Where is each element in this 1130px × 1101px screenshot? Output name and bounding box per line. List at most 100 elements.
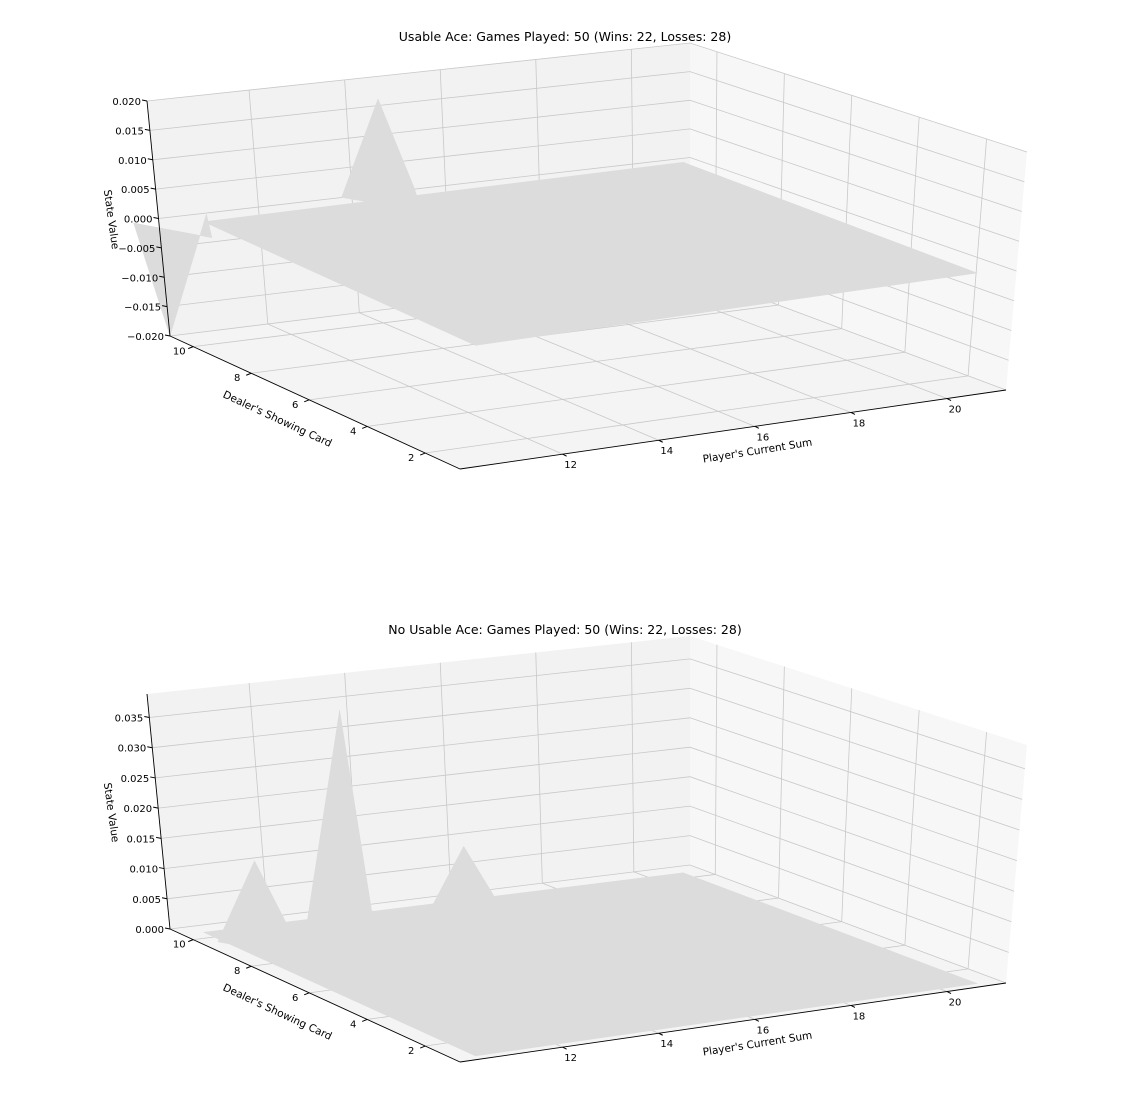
x-tick-label: 20 bbox=[949, 998, 962, 1009]
z-tick-mark bbox=[141, 99, 148, 102]
y-gridline-floor bbox=[367, 351, 905, 427]
surface-peak-1 bbox=[217, 860, 298, 957]
z-tick-mark bbox=[156, 246, 162, 249]
z-tick-mark bbox=[159, 275, 165, 278]
x-tick-mark bbox=[754, 1018, 760, 1022]
z-tick-mark bbox=[162, 305, 168, 308]
x-tick-label: 14 bbox=[660, 446, 673, 457]
z-tick-label: 0.000 bbox=[135, 925, 164, 936]
y-tick-mark bbox=[188, 939, 194, 943]
z-tick-mark bbox=[158, 867, 165, 870]
y-tick-mark bbox=[420, 452, 426, 456]
z-gridline bbox=[149, 71, 1025, 183]
z-gridline bbox=[158, 157, 1017, 272]
y-tick-mark bbox=[362, 1018, 368, 1022]
z-tick-mark bbox=[144, 716, 150, 718]
x-axis-line bbox=[459, 982, 1007, 1063]
x-tick-label: 20 bbox=[949, 405, 962, 416]
x-tick-mark bbox=[658, 1032, 663, 1036]
y-tick-mark bbox=[362, 425, 368, 429]
x-tick-mark bbox=[946, 991, 952, 994]
chart-title: No Usable Ace: Games Played: 50 (Wins: 2… bbox=[388, 622, 741, 637]
z-tick-mark bbox=[164, 927, 171, 930]
x-axis-line bbox=[459, 389, 1007, 470]
x-tick-label: 14 bbox=[660, 1039, 673, 1050]
x-gridline-wall bbox=[630, 642, 635, 872]
x-tick-label: 16 bbox=[756, 1025, 769, 1036]
z-tick-mark bbox=[156, 836, 162, 839]
z-tick-mark bbox=[150, 187, 156, 190]
z-tick-mark bbox=[144, 128, 150, 131]
y-tick-mark bbox=[304, 992, 310, 996]
x-tick-label: 12 bbox=[564, 460, 577, 471]
y-tick-mark bbox=[246, 965, 252, 969]
y-tick-label: 8 bbox=[234, 373, 240, 384]
z-tick-label: −0.020 bbox=[127, 332, 164, 343]
x-tick-label: 18 bbox=[853, 418, 866, 429]
y-tick-mark bbox=[420, 1045, 426, 1049]
x-tick-mark bbox=[946, 398, 952, 401]
surface-peak-2 bbox=[302, 710, 383, 965]
y-gridline-wall bbox=[904, 710, 920, 946]
z-tick-label: 0.035 bbox=[115, 714, 144, 725]
z-tick-mark bbox=[161, 897, 168, 900]
y-axis-line bbox=[169, 928, 461, 1063]
y-gridline-wall bbox=[841, 688, 853, 922]
z-tick-label: 0.015 bbox=[126, 834, 155, 845]
x-tick-mark bbox=[562, 453, 567, 457]
x-gridline-floor bbox=[267, 323, 563, 455]
x-tick-label: 18 bbox=[853, 1011, 866, 1022]
z-tick-mark bbox=[147, 158, 153, 161]
chart-panel-2: No Usable Ace: Games Played: 50 (Wins: 2… bbox=[101, 622, 1027, 1064]
z-tick-mark bbox=[150, 776, 156, 779]
z-axis-label: State Value bbox=[101, 782, 121, 843]
y-tick-label: 6 bbox=[292, 400, 298, 411]
z-gridline bbox=[152, 99, 1022, 212]
surface-peak-1 bbox=[133, 213, 213, 337]
y-tick-label: 2 bbox=[408, 453, 414, 464]
x-gridline-wall bbox=[439, 662, 452, 895]
z-tick-label: 0.005 bbox=[132, 895, 161, 906]
z-tick-label: −0.005 bbox=[118, 244, 155, 255]
x-gridline-wall bbox=[248, 683, 269, 917]
y-tick-label: 10 bbox=[173, 347, 186, 358]
back-left-pane bbox=[147, 636, 690, 929]
z-tick-mark bbox=[153, 217, 159, 219]
surface bbox=[202, 710, 978, 1057]
y-tick-label: 4 bbox=[350, 1019, 356, 1030]
axis-lines bbox=[146, 693, 1007, 1063]
surface-peak-2 bbox=[341, 98, 422, 212]
y-tick-label: 2 bbox=[408, 1046, 414, 1057]
z-tick-mark bbox=[153, 806, 159, 809]
z-tick-label: 0.010 bbox=[118, 156, 147, 167]
z-tick-label: 0.015 bbox=[115, 126, 144, 137]
x-tick-mark bbox=[562, 1046, 567, 1050]
z-tick-label: −0.015 bbox=[124, 303, 161, 314]
z-axis-line bbox=[146, 693, 171, 930]
surface-plane bbox=[202, 872, 978, 1057]
z-axis-label: State Value bbox=[101, 189, 121, 250]
z-gridline bbox=[155, 128, 1020, 242]
z-tick-label: −0.010 bbox=[121, 273, 158, 284]
x-tick-label: 16 bbox=[756, 432, 769, 443]
z-tick-label: 0.020 bbox=[112, 97, 141, 108]
y-tick-mark bbox=[304, 399, 310, 403]
z-tick-label: 0.025 bbox=[121, 774, 150, 785]
surface-plane bbox=[202, 162, 978, 346]
y-tick-label: 6 bbox=[292, 993, 298, 1004]
y-gridline-wall bbox=[714, 644, 718, 875]
y-gridline-wall bbox=[778, 666, 785, 899]
chart-title: Usable Ace: Games Played: 50 (Wins: 22, … bbox=[399, 29, 731, 44]
y-gridline-floor bbox=[425, 375, 969, 454]
z-tick-label: 0.010 bbox=[129, 865, 158, 876]
z-tick-label: 0.000 bbox=[124, 215, 153, 226]
chart-panel-1: Usable Ace: Games Played: 50 (Wins: 22, … bbox=[101, 29, 1028, 471]
z-tick-mark bbox=[147, 746, 153, 749]
x-tick-mark bbox=[754, 425, 760, 429]
x-tick-mark bbox=[658, 439, 663, 443]
y-tick-label: 4 bbox=[350, 426, 356, 437]
x-gridline-wall bbox=[535, 652, 543, 884]
y-tick-label: 8 bbox=[234, 966, 240, 977]
x-tick-label: 12 bbox=[564, 1053, 577, 1064]
